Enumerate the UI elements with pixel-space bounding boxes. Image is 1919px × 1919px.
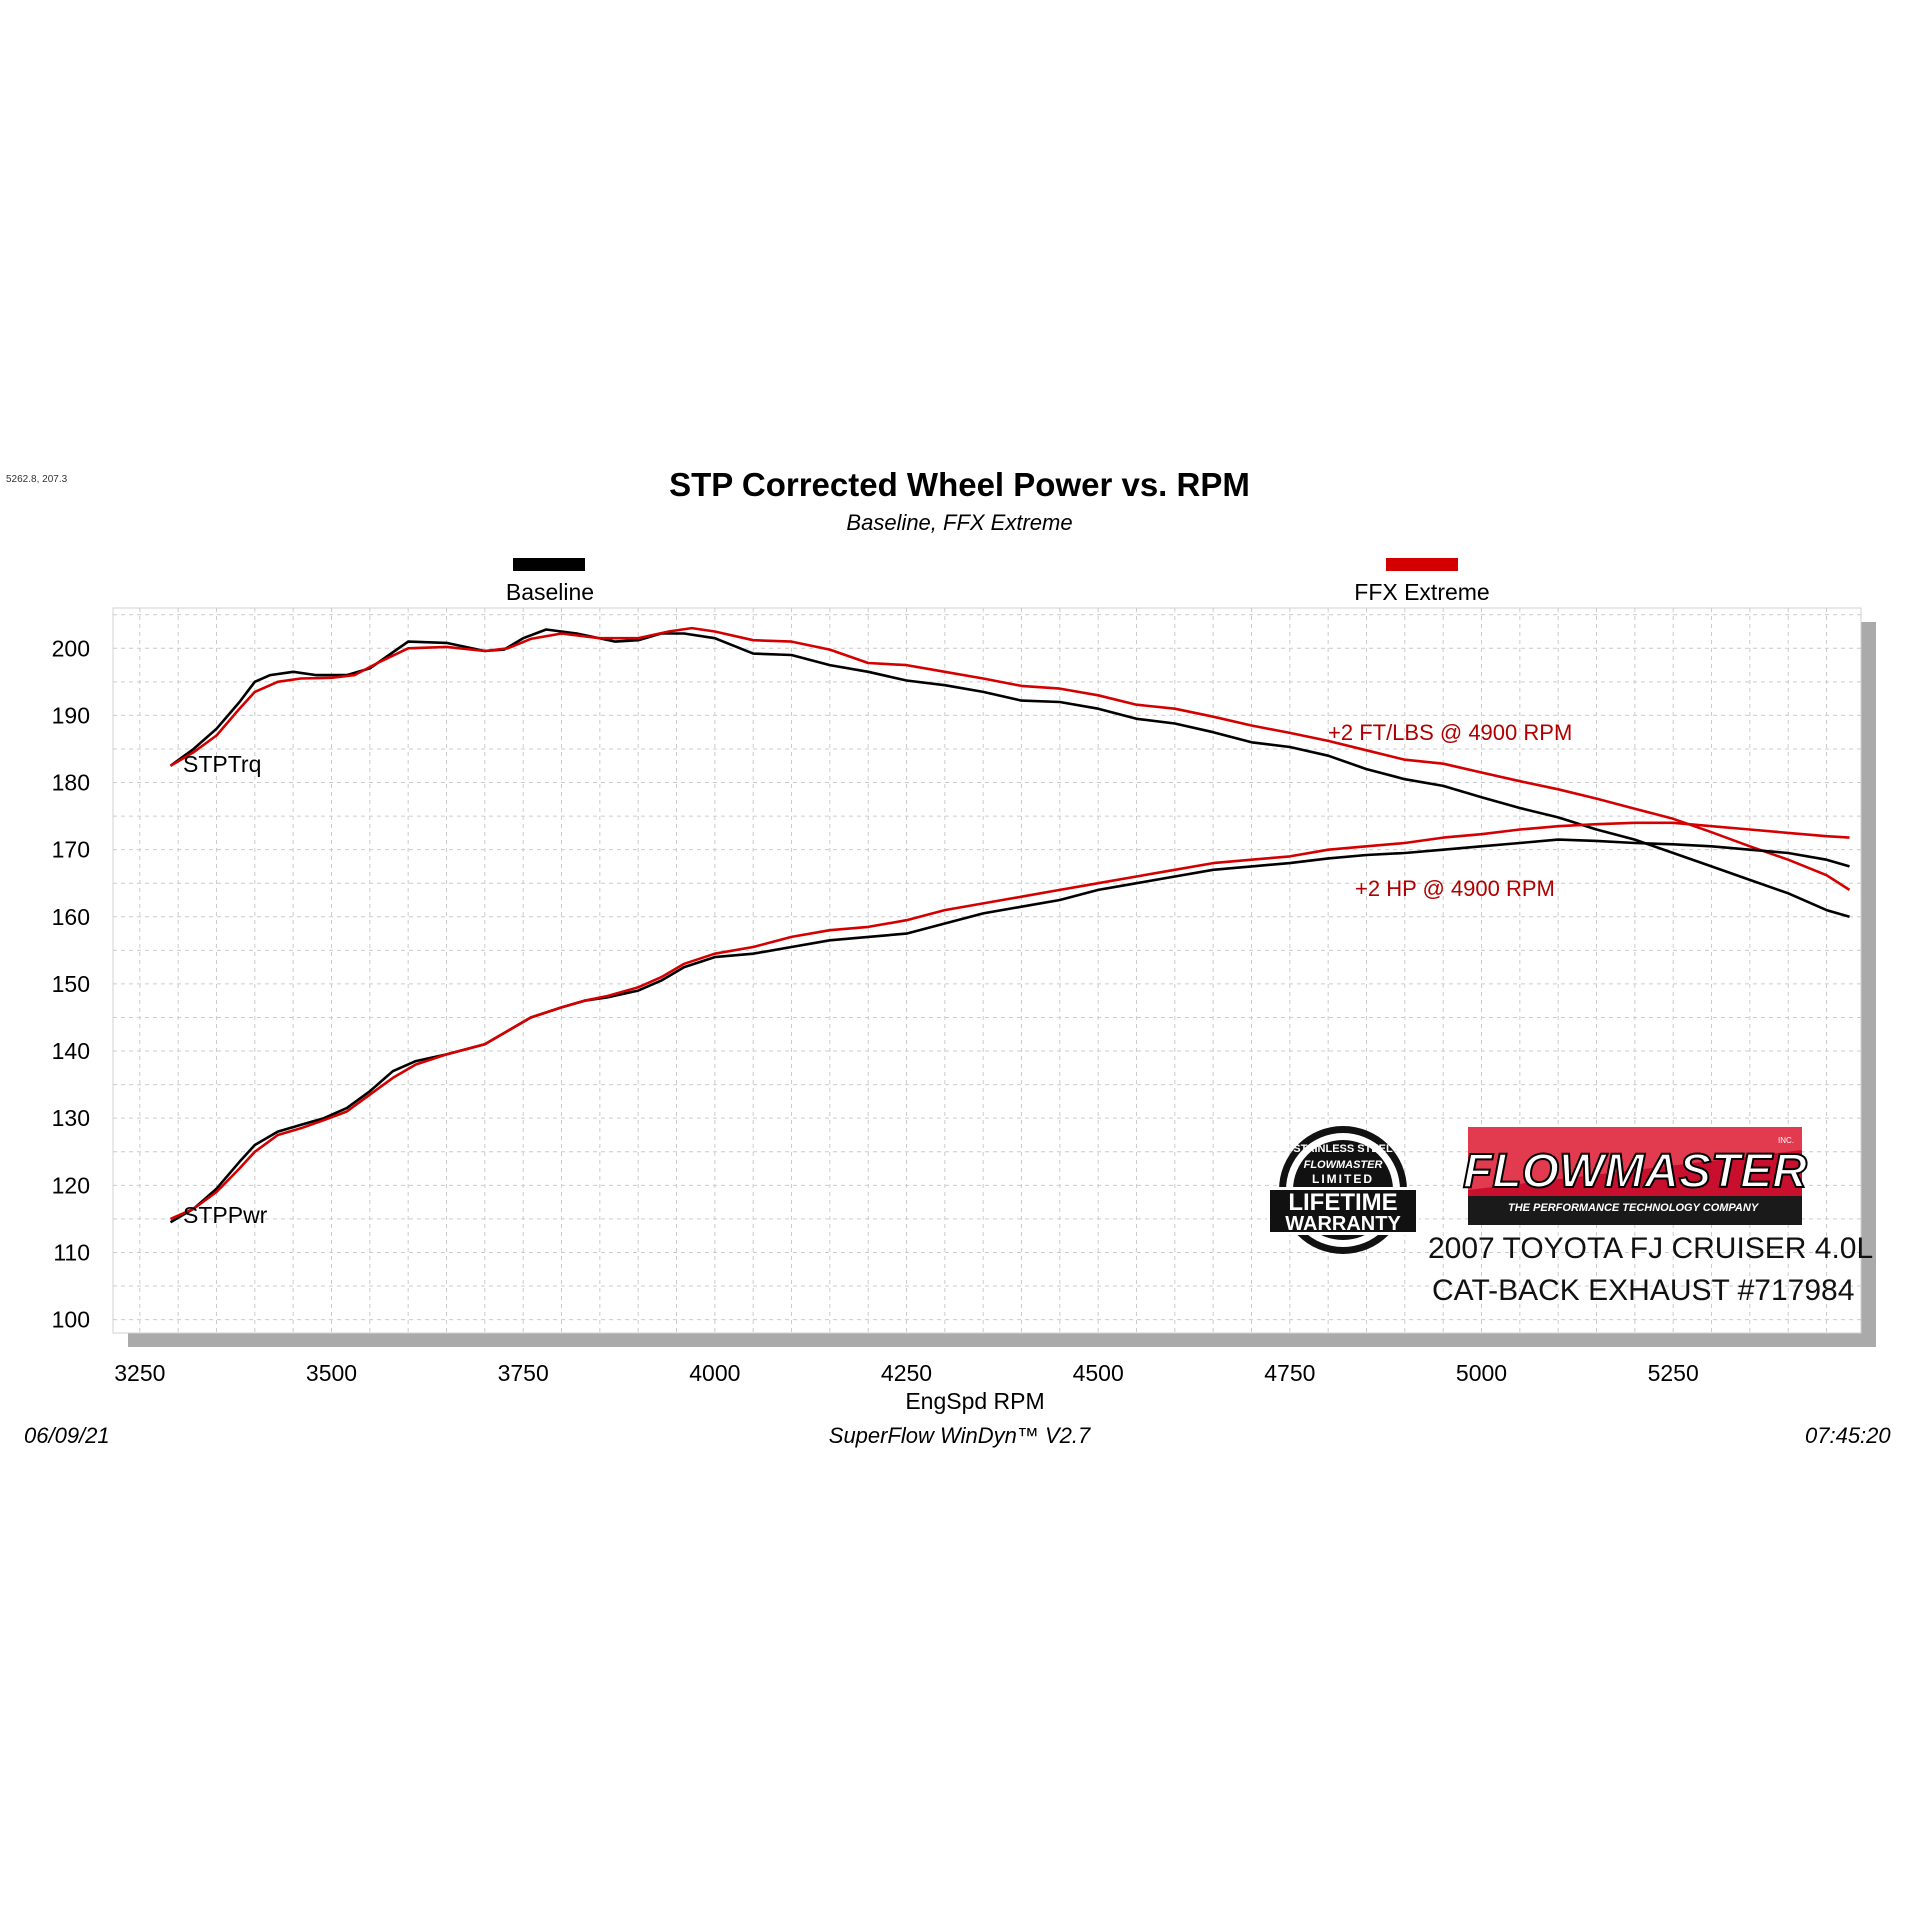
warranty-badge: STAINLESS STEEL FLOWMASTER LIMITED LIFET… xyxy=(1267,1126,1419,1254)
power-gain-annotation: +2 HP @ 4900 RPM xyxy=(1355,876,1555,901)
cursor-readout: 5262.8, 207.3 xyxy=(6,474,68,485)
legend-swatch-baseline xyxy=(513,558,585,571)
x-tick-label: 4750 xyxy=(1264,1360,1315,1386)
badge-text-brand: FLOWMASTER xyxy=(1304,1159,1383,1171)
series-stppwr-ffx xyxy=(169,821,1850,1221)
y-tick-label: 100 xyxy=(52,1307,90,1333)
y-tick-label: 140 xyxy=(52,1038,90,1064)
x-tick-label: 5250 xyxy=(1648,1360,1699,1386)
legend-swatch-ffx xyxy=(1386,558,1458,571)
footer-date: 06/09/21 xyxy=(24,1423,110,1448)
x-tick-label: 4000 xyxy=(689,1360,740,1386)
series-lines xyxy=(169,626,1851,1224)
y-tick-label: 180 xyxy=(52,770,90,796)
torque-gain-annotation: +2 FT/LBS @ 4900 RPM xyxy=(1328,720,1572,745)
badge-text-stainless: STAINLESS STEEL xyxy=(1293,1143,1393,1155)
y-tick-label: 130 xyxy=(52,1105,90,1131)
y-tick-label: 200 xyxy=(52,635,90,661)
x-tick-label: 4500 xyxy=(1073,1360,1124,1386)
legend-label-ffx: FFX Extreme xyxy=(1354,579,1490,605)
vehicle-line-1: 2007 TOYOTA FJ CRUISER 4.0L xyxy=(1428,1232,1874,1265)
x-tick-label: 3750 xyxy=(498,1360,549,1386)
series-stppwr-baseline xyxy=(169,838,1850,1224)
brand-inc: INC. xyxy=(1778,1136,1794,1145)
series-stptrq-ffx xyxy=(169,626,1851,891)
y-axis-ticks: 100 110 120 130 140 150 160 170 180 190 200 xyxy=(52,635,90,1332)
y-tick-label: 160 xyxy=(52,904,90,930)
x-tick-label: 3500 xyxy=(306,1360,357,1386)
badge-text-lifetime: LIFETIME xyxy=(1288,1189,1397,1216)
chart-subtitle: Baseline, FFX Extreme xyxy=(846,510,1073,535)
footer-time: 07:45:20 xyxy=(1805,1423,1891,1448)
x-tick-label: 4250 xyxy=(881,1360,932,1386)
chart-title: STP Corrected Wheel Power vs. RPM xyxy=(669,466,1250,503)
x-tick-label: 5000 xyxy=(1456,1360,1507,1386)
badge-text-warranty: WARRANTY xyxy=(1285,1213,1401,1235)
vehicle-line-2: CAT-BACK EXHAUST #717984 xyxy=(1432,1274,1855,1307)
footer-software: SuperFlow WinDyn™ V2.7 xyxy=(828,1423,1091,1448)
flowmaster-logo: FLOWMASTER INC. THE PERFORMANCE TECHNOLO… xyxy=(1462,1127,1808,1225)
y-tick-label: 110 xyxy=(53,1239,90,1265)
y-tick-label: 150 xyxy=(52,971,90,997)
legend-label-baseline: Baseline xyxy=(505,579,595,605)
brand-tagline: THE PERFORMANCE TECHNOLOGY COMPANY xyxy=(1508,1202,1760,1214)
y-tick-label: 120 xyxy=(52,1172,90,1198)
power-curve-label: STPPwr xyxy=(183,1202,268,1228)
y-tick-label: 170 xyxy=(52,837,90,863)
brand-name: FLOWMASTER xyxy=(1463,1145,1807,1198)
x-tick-label: 3250 xyxy=(114,1360,165,1386)
x-axis-label: EngSpd RPM xyxy=(905,1388,1044,1414)
y-tick-label: 190 xyxy=(52,702,90,728)
x-axis-ticks: 3250 3500 3750 4000 4250 4500 4750 5000 5250 xyxy=(114,1360,1699,1386)
badge-text-limited: LIMITED xyxy=(1312,1172,1374,1186)
torque-curve-label: STPTrq xyxy=(183,751,261,777)
